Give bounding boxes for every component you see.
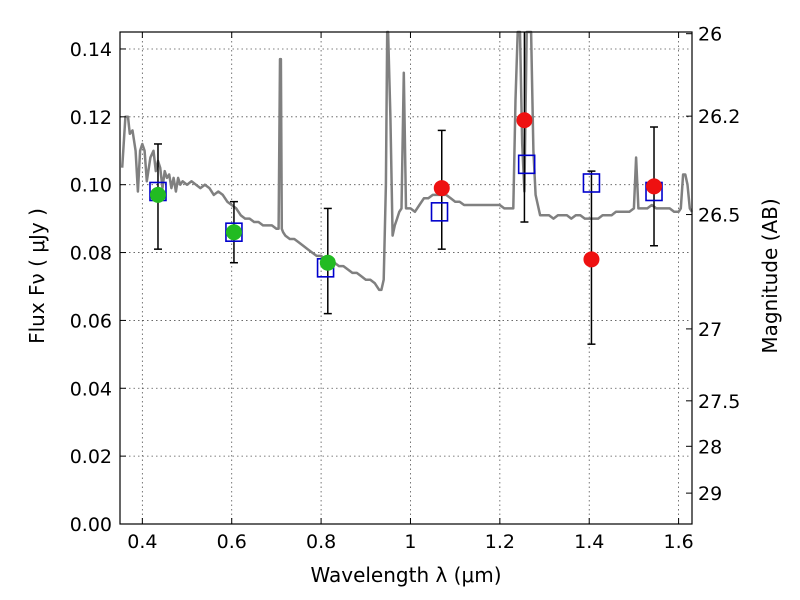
y-axis-right-label: Magnitude (AB) (758, 198, 782, 353)
x-axis-label: Wavelength λ (μm) (310, 563, 501, 587)
green-data-point (225, 224, 242, 241)
right-tick-label: 26.5 (698, 205, 740, 227)
red-data-point (516, 112, 533, 129)
spectrum-line (120, 30, 694, 292)
x-tick-label: 1 (404, 531, 416, 553)
model-square-marker (582, 173, 601, 193)
green-data-point (149, 186, 166, 203)
model-square-marker (430, 202, 449, 222)
right-tick-label: 28 (698, 436, 722, 458)
x-tick-label: 1.4 (574, 531, 604, 553)
tick-layer: 0.4 0.6 0.8 1 1.2 1.4 1.6 0.00 0.02 0.04 0.06 0.08 0… (70, 24, 741, 553)
plot-frame (119, 31, 693, 525)
y-tick-label: 0.04 (70, 378, 112, 400)
marker-layer (149, 112, 663, 278)
red-data-point (583, 251, 600, 268)
y-tick-label: 0.10 (70, 175, 112, 197)
right-tick-label: 29 (698, 483, 722, 505)
y-axis-label: Flux Fν ( μJy ) (25, 208, 49, 344)
x-tick-label: 0.6 (217, 531, 247, 553)
x-tick-label: 1.6 (663, 531, 693, 553)
right-tick-label: 27.5 (698, 391, 740, 413)
model-square-marker (517, 154, 536, 175)
grid-lines (120, 32, 692, 525)
red-data-point (433, 180, 450, 197)
red-data-point (646, 178, 663, 195)
y-tick-label: 0.02 (70, 446, 112, 468)
right-tick-label: 26 (698, 24, 722, 46)
x-tick-label: 1.2 (485, 531, 515, 553)
green-data-point (319, 254, 336, 271)
y-tick-label: 0.00 (70, 514, 112, 536)
y-tick-label: 0.14 (70, 39, 112, 61)
x-tick-label: 0.8 (306, 531, 336, 553)
right-tick-label: 27 (698, 319, 722, 341)
y-tick-label: 0.06 (70, 310, 112, 332)
y-tick-label: 0.12 (70, 107, 112, 129)
spectrum-layer (120, 30, 694, 292)
x-tick-label: 0.4 (127, 531, 157, 553)
y-tick-label: 0.08 (70, 243, 112, 265)
right-tick-label: 26.2 (698, 106, 740, 128)
